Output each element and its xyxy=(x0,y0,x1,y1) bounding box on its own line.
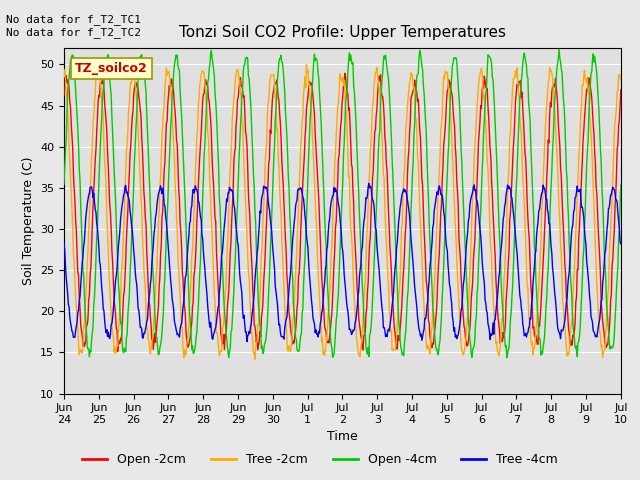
Legend: Open -2cm, Tree -2cm, Open -4cm, Tree -4cm: Open -2cm, Tree -2cm, Open -4cm, Tree -4… xyxy=(77,448,563,471)
Text: TZ_soilco2: TZ_soilco2 xyxy=(75,62,148,75)
Title: Tonzi Soil CO2 Profile: Upper Temperatures: Tonzi Soil CO2 Profile: Upper Temperatur… xyxy=(179,25,506,40)
X-axis label: Time: Time xyxy=(327,431,358,444)
Y-axis label: Soil Temperature (C): Soil Temperature (C) xyxy=(22,156,35,285)
Text: No data for f_T2_TC1
No data for f_T2_TC2: No data for f_T2_TC1 No data for f_T2_TC… xyxy=(6,14,141,38)
